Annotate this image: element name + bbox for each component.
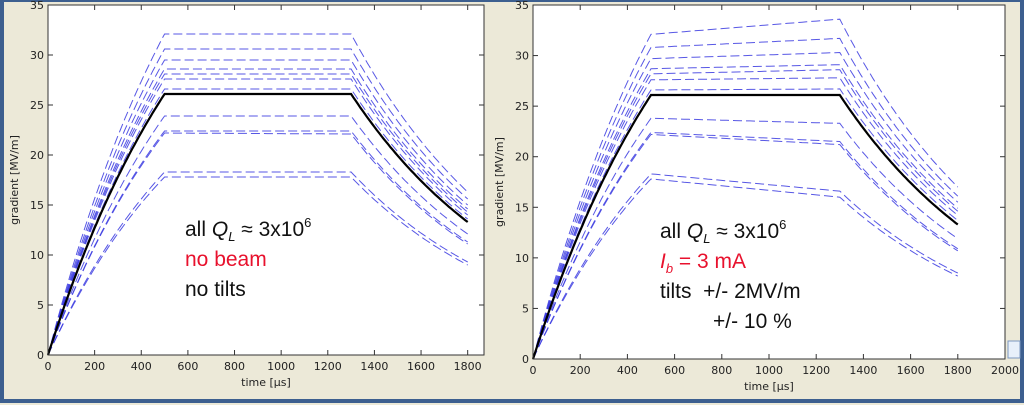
annotation-ql: all QL ≈ 3x106: [660, 217, 786, 246]
x-tick-label: 200: [84, 360, 105, 373]
series-line-2: [532, 51, 959, 360]
y-tick-label: 20: [515, 151, 529, 164]
y-tick-label: 30: [515, 50, 529, 63]
x-tick-label: 1400: [849, 364, 877, 377]
x-tick-label: 800: [711, 364, 732, 377]
annotation-tilts: no tilts: [185, 278, 246, 301]
annotation-ql: all QL ≈ 3x106: [185, 215, 311, 244]
x-tick-label: 400: [131, 360, 152, 373]
plot-layer: 0 200 400 600 800 1000 1200 1400 1600 1800 0 5 10 15 2…: [8, 0, 485, 389]
x-tick-label: 2000: [991, 364, 1019, 377]
series-line-9: [532, 133, 959, 360]
series-line-5: [47, 78, 469, 356]
x-tick-label: 1000: [267, 360, 295, 373]
y-tick-label: 30: [30, 49, 44, 62]
figure-corner-box: [1007, 340, 1021, 359]
x-tick-label: 1600: [407, 360, 435, 373]
series-line-0: [47, 33, 469, 356]
x-tick-label: 1200: [802, 364, 830, 377]
x-tick-label: 600: [664, 364, 685, 377]
y-tick-label: 35: [515, 0, 529, 12]
series-line-11: [47, 176, 468, 356]
x-tick-label: 200: [570, 364, 591, 377]
annotation-tilts-percent: +/- 10 %: [713, 310, 792, 333]
x-tick-label: 1200: [314, 360, 342, 373]
series-line-10: [532, 173, 959, 360]
y-axis-label: gradient [MV/m]: [8, 135, 21, 225]
y-tick-label: 15: [515, 201, 529, 214]
annotation-tilts: tilts +/- 2MV/m: [660, 280, 801, 303]
series-line-7: [532, 117, 959, 360]
x-tick-label: 0: [45, 360, 52, 373]
annotation-beam: no beam: [185, 248, 267, 271]
y-tick-label: 25: [515, 100, 529, 113]
series-line-4: [47, 73, 469, 356]
plot-area: [48, 5, 484, 355]
series-line-10: [47, 171, 468, 356]
x-tick-label: 1400: [360, 360, 388, 373]
chart-no-beam: 0 200 400 600 800 1000 1200 1400 1600 1800 0 5 10 15 2…: [8, 0, 485, 389]
series-line-7: [47, 115, 468, 356]
series-line-0: [532, 18, 959, 360]
series-line-5: [532, 77, 959, 360]
x-axis-label: time [µs]: [241, 376, 291, 389]
x-tick-label: 800: [224, 360, 245, 373]
x-tick-label: 600: [177, 360, 198, 373]
y-tick-label: 0: [37, 349, 44, 362]
reference-line: [531, 93, 959, 360]
y-tick-label: 10: [30, 249, 44, 262]
plot-area: [533, 5, 1005, 359]
x-tick-label: 0: [530, 364, 537, 377]
chart-with-beam: 0 200 400 600 800 1000 1200 1400 1600 1800 2000 0 5 1…: [493, 0, 1019, 393]
series-line-9: [47, 132, 468, 356]
axes-box: [47, 4, 485, 356]
y-tick-label: 5: [522, 302, 529, 315]
x-tick-label: 400: [617, 364, 638, 377]
series-line-1: [532, 37, 959, 360]
y-tick-label: 25: [30, 99, 44, 112]
y-tick-label: 20: [30, 149, 44, 162]
series-line-4: [532, 69, 959, 360]
y-axis-label: gradient [MV/m]: [493, 137, 506, 227]
series-line-2: [47, 59, 469, 356]
x-tick-label: 1800: [944, 364, 972, 377]
y-tick-label: 15: [30, 199, 44, 212]
series-line-3: [532, 64, 959, 360]
x-axis-label: time [µs]: [744, 380, 794, 393]
annotation-beam-current: Ib = 3 mA: [660, 250, 746, 276]
reference-line: [46, 92, 469, 356]
series-line-8: [47, 130, 468, 356]
series-line-1: [47, 48, 469, 356]
x-tick-label: 1000: [755, 364, 783, 377]
series-line-3: [47, 68, 469, 356]
x-tick-label: 1800: [454, 360, 482, 373]
series-line-8: [532, 131, 959, 360]
y-tick-label: 0: [522, 353, 529, 366]
plot-layer: 0 200 400 600 800 1000 1200 1400 1600 1800 2000 0 5 1…: [493, 0, 1019, 393]
series-line-6: [47, 88, 468, 356]
y-tick-label: 5: [37, 299, 44, 312]
x-tick-label: 1600: [897, 364, 925, 377]
series-line-11: [532, 178, 959, 360]
y-tick-label: 10: [515, 252, 529, 265]
y-tick-label: 35: [30, 0, 44, 12]
series-line-6: [532, 88, 959, 360]
